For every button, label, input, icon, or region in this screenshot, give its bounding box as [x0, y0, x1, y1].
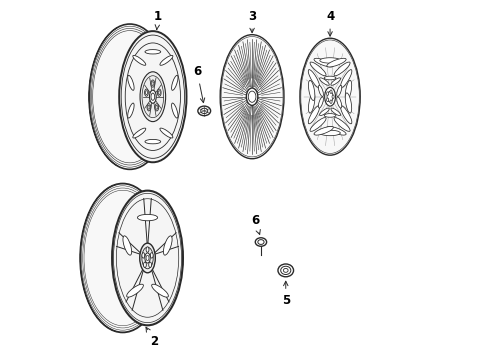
Ellipse shape — [128, 103, 134, 118]
Ellipse shape — [163, 236, 172, 255]
Ellipse shape — [133, 55, 146, 65]
Text: 6: 6 — [193, 66, 205, 103]
Ellipse shape — [318, 85, 323, 96]
Ellipse shape — [140, 243, 155, 273]
Ellipse shape — [319, 78, 329, 85]
Ellipse shape — [332, 95, 334, 99]
Ellipse shape — [150, 253, 153, 258]
Ellipse shape — [151, 284, 169, 297]
Ellipse shape — [331, 78, 341, 85]
Ellipse shape — [149, 90, 156, 103]
Ellipse shape — [309, 80, 315, 100]
Ellipse shape — [151, 80, 155, 87]
Ellipse shape — [172, 103, 178, 118]
Ellipse shape — [327, 58, 346, 67]
Ellipse shape — [155, 104, 159, 111]
Ellipse shape — [300, 38, 360, 155]
Ellipse shape — [89, 24, 171, 169]
Ellipse shape — [160, 128, 173, 138]
Text: 6: 6 — [251, 214, 260, 234]
Ellipse shape — [318, 97, 323, 108]
Ellipse shape — [145, 89, 148, 96]
Ellipse shape — [334, 118, 350, 131]
Text: 3: 3 — [248, 10, 256, 33]
Ellipse shape — [80, 184, 165, 332]
Ellipse shape — [345, 93, 352, 113]
Ellipse shape — [330, 90, 332, 94]
Ellipse shape — [145, 50, 161, 54]
Ellipse shape — [334, 62, 350, 76]
Ellipse shape — [133, 128, 146, 138]
Ellipse shape — [324, 114, 336, 117]
Text: 2: 2 — [146, 327, 159, 348]
Ellipse shape — [145, 253, 150, 263]
Ellipse shape — [126, 284, 144, 297]
Ellipse shape — [119, 31, 187, 162]
Ellipse shape — [137, 215, 158, 221]
Ellipse shape — [319, 108, 329, 116]
Ellipse shape — [148, 262, 151, 267]
Ellipse shape — [341, 106, 352, 124]
Ellipse shape — [172, 75, 178, 90]
Ellipse shape — [327, 126, 346, 135]
Ellipse shape — [331, 108, 341, 116]
Ellipse shape — [220, 35, 284, 159]
Ellipse shape — [308, 106, 319, 124]
Text: 1: 1 — [154, 10, 162, 30]
Ellipse shape — [320, 130, 340, 136]
Ellipse shape — [337, 85, 342, 96]
Ellipse shape — [310, 118, 326, 131]
Ellipse shape — [314, 126, 333, 135]
Text: 4: 4 — [326, 10, 334, 36]
Ellipse shape — [144, 262, 147, 267]
Ellipse shape — [147, 104, 151, 111]
Ellipse shape — [325, 87, 336, 106]
Ellipse shape — [123, 236, 132, 255]
Ellipse shape — [140, 72, 166, 122]
Ellipse shape — [308, 69, 319, 87]
Ellipse shape — [326, 92, 329, 95]
Ellipse shape — [337, 97, 342, 108]
Ellipse shape — [160, 55, 173, 65]
Ellipse shape — [345, 80, 352, 100]
Ellipse shape — [314, 58, 333, 67]
Ellipse shape — [324, 76, 336, 80]
Ellipse shape — [112, 191, 183, 325]
Ellipse shape — [309, 93, 315, 113]
Ellipse shape — [320, 58, 340, 63]
Ellipse shape — [246, 88, 258, 105]
Text: 5: 5 — [282, 281, 290, 307]
Ellipse shape — [146, 247, 149, 252]
Ellipse shape — [341, 69, 352, 87]
Ellipse shape — [330, 100, 332, 103]
Ellipse shape — [128, 75, 134, 90]
Ellipse shape — [142, 253, 145, 258]
Ellipse shape — [310, 62, 326, 76]
Ellipse shape — [145, 139, 161, 144]
Ellipse shape — [326, 98, 329, 102]
Ellipse shape — [157, 89, 161, 96]
